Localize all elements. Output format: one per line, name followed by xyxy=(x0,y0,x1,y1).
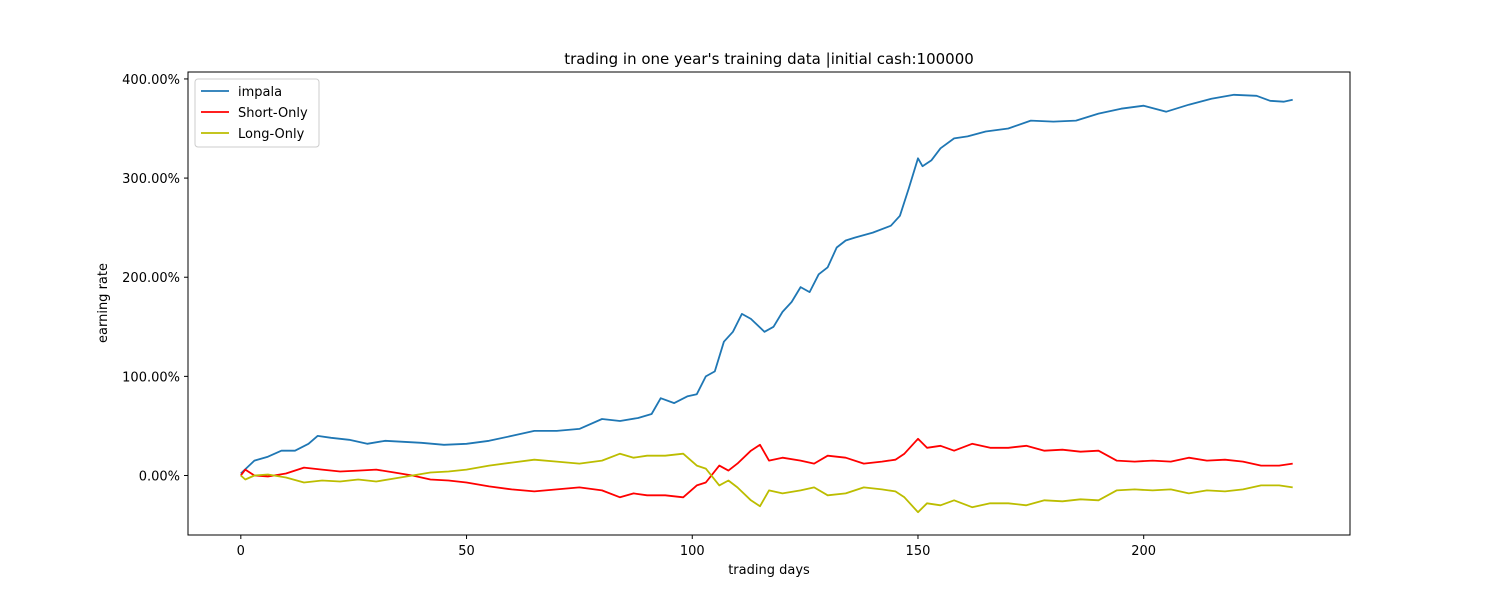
x-axis-ticks: 0 50 100 150 200 xyxy=(237,535,1156,559)
series-line-short-only xyxy=(240,437,1293,499)
x-tick-label: 50 xyxy=(458,544,475,559)
series-line-long-only xyxy=(240,452,1293,514)
legend: impala Short-Only Long-Only xyxy=(194,78,320,148)
y-tick-label: 0.00% xyxy=(139,470,180,485)
y-axis-label: earning rate xyxy=(96,263,111,343)
x-tick-label: 200 xyxy=(1131,544,1156,559)
series-line-impala xyxy=(240,93,1293,475)
legend-label-short-only: Short-Only xyxy=(238,106,308,121)
legend-label-impala: impala xyxy=(238,85,282,100)
legend-box xyxy=(194,78,320,148)
chart-title: trading in one year's training data |ini… xyxy=(564,50,974,68)
x-tick-label: 150 xyxy=(906,544,931,559)
y-tick-label: 100.00% xyxy=(122,370,180,385)
y-tick-label: 300.00% xyxy=(122,172,180,187)
x-tick-label: 0 xyxy=(237,544,245,559)
y-axis-ticks: 0.00% 100.00% 200.00% 300.00% 400.00% xyxy=(122,73,188,485)
plot-lines xyxy=(240,93,1293,514)
y-tick-label: 200.00% xyxy=(122,271,180,286)
y-tick-label: 400.00% xyxy=(122,73,180,88)
legend-label-long-only: Long-Only xyxy=(238,127,305,142)
x-axis-label: trading days xyxy=(728,563,810,578)
x-tick-label: 100 xyxy=(680,544,705,559)
plot-frame xyxy=(187,71,1351,536)
